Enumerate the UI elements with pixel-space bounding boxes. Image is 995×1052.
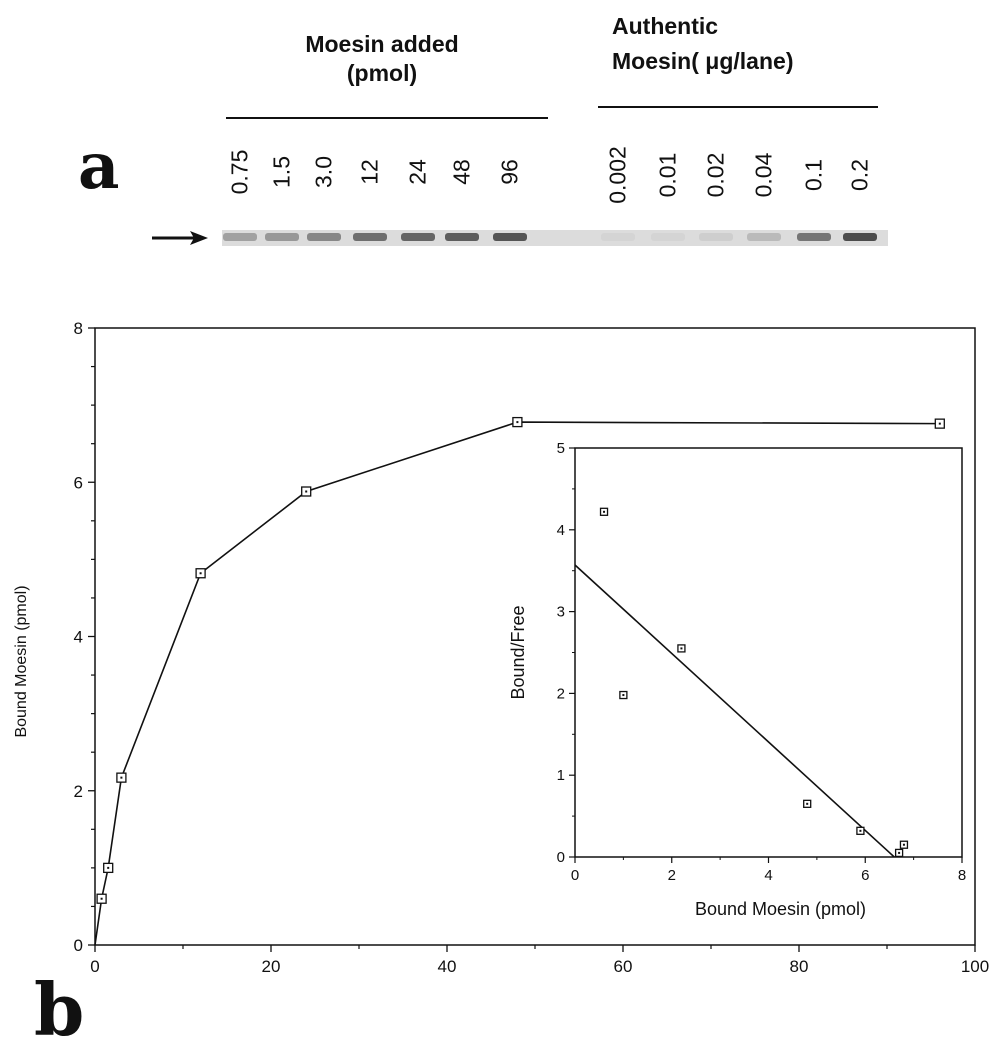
authentic-moesin-title-line-2: Moesin( μg/lane)	[612, 47, 793, 76]
inset-x-axis-label: Bound Moesin (pmol)	[695, 899, 866, 919]
lane-label: 0.75	[227, 150, 254, 195]
moesin-added-title: Moesin added (pmol)	[282, 30, 482, 88]
inset-data-point-dot	[603, 511, 605, 513]
gel-strip	[222, 228, 890, 248]
gel-band	[401, 233, 435, 241]
gel-band	[797, 233, 831, 241]
authentic-moesin-title-line-1: Authentic	[612, 12, 793, 41]
data-point-dot	[200, 572, 202, 574]
inset-data-point-dot	[903, 844, 905, 846]
inset-data-point-dot	[680, 647, 682, 649]
inset-y-axis-label: Bound/Free	[508, 605, 528, 699]
panel-b-letter: b	[34, 974, 84, 1046]
gel-band	[265, 233, 299, 241]
inset-x-tick-label: 8	[958, 867, 966, 884]
y-tick-label: 8	[74, 319, 83, 338]
data-point-dot	[120, 777, 122, 779]
moesin-added-title-line-1: Moesin added	[282, 30, 482, 59]
y-tick-label: 6	[74, 473, 83, 492]
gel-band	[353, 233, 387, 241]
lane-label: 48	[449, 159, 476, 185]
inset-x-tick-label: 2	[668, 867, 676, 884]
x-tick-label: 40	[438, 957, 457, 976]
inset-data-point-dot	[622, 694, 624, 696]
y-tick-label: 2	[74, 782, 83, 801]
gel-band	[699, 233, 733, 241]
lane-label: 0.002	[605, 146, 632, 204]
moesin-added-rule	[226, 117, 548, 119]
inset-data-point-dot	[859, 830, 861, 832]
gel-band	[601, 233, 635, 241]
gel-band	[307, 233, 341, 241]
y-axis-label: Bound Moesin (pmol)	[13, 585, 30, 737]
authentic-moesin-title: Authentic Moesin( μg/lane)	[612, 12, 793, 76]
inset-y-tick-label: 3	[557, 604, 565, 621]
lane-label: 0.2	[847, 159, 874, 191]
x-tick-label: 20	[262, 957, 281, 976]
data-point-dot	[305, 491, 307, 493]
lane-label: 3.0	[311, 156, 338, 188]
inset-x-tick-label: 0	[571, 867, 579, 884]
lane-label: 0.02	[703, 153, 730, 198]
x-tick-label: 100	[961, 957, 989, 976]
inset-x-tick-label: 4	[764, 867, 772, 884]
gel-band	[223, 233, 257, 241]
inset-y-tick-label: 4	[557, 522, 565, 539]
x-tick-label: 60	[614, 957, 633, 976]
data-point-dot	[516, 421, 518, 423]
x-tick-label: 80	[790, 957, 809, 976]
x-tick-label: 0	[90, 957, 99, 976]
gel-band	[445, 233, 479, 241]
inset-chart: 0 2 4 6 8 0 1 2 3 4 5 Bound Moesin (pmol) Bound/Free	[500, 430, 980, 930]
gel-band	[651, 233, 685, 241]
inset-x-tick-label: 6	[861, 867, 869, 884]
lane-label: 24	[405, 159, 432, 185]
inset-data-point-dot	[806, 803, 808, 805]
inset-y-tick-label: 2	[557, 685, 565, 702]
lane-label: 0.1	[801, 159, 828, 191]
data-point-dot	[939, 423, 941, 425]
inset-y-tick-label: 0	[557, 849, 565, 866]
lane-label: 12	[357, 159, 384, 185]
moesin-added-title-line-2: (pmol)	[282, 59, 482, 88]
lane-label: 96	[497, 159, 524, 185]
inset-y-tick-label: 5	[557, 440, 565, 457]
lane-label: 1.5	[269, 156, 296, 188]
arrow-icon	[150, 228, 210, 248]
data-point-dot	[107, 867, 109, 869]
gel-band	[747, 233, 781, 241]
gel-band	[493, 233, 527, 241]
y-tick-label: 0	[74, 936, 83, 955]
lane-label: 0.04	[751, 153, 778, 198]
inset-data-point-dot	[898, 852, 900, 854]
authentic-moesin-rule	[598, 106, 878, 108]
data-point-dot	[101, 898, 103, 900]
y-tick-label: 4	[74, 628, 83, 647]
panel-a-letter: a	[78, 135, 119, 199]
inset-y-tick-label: 1	[557, 767, 565, 784]
lane-label: 0.01	[655, 153, 682, 198]
gel-band	[843, 233, 877, 241]
inset-frame	[575, 448, 962, 857]
